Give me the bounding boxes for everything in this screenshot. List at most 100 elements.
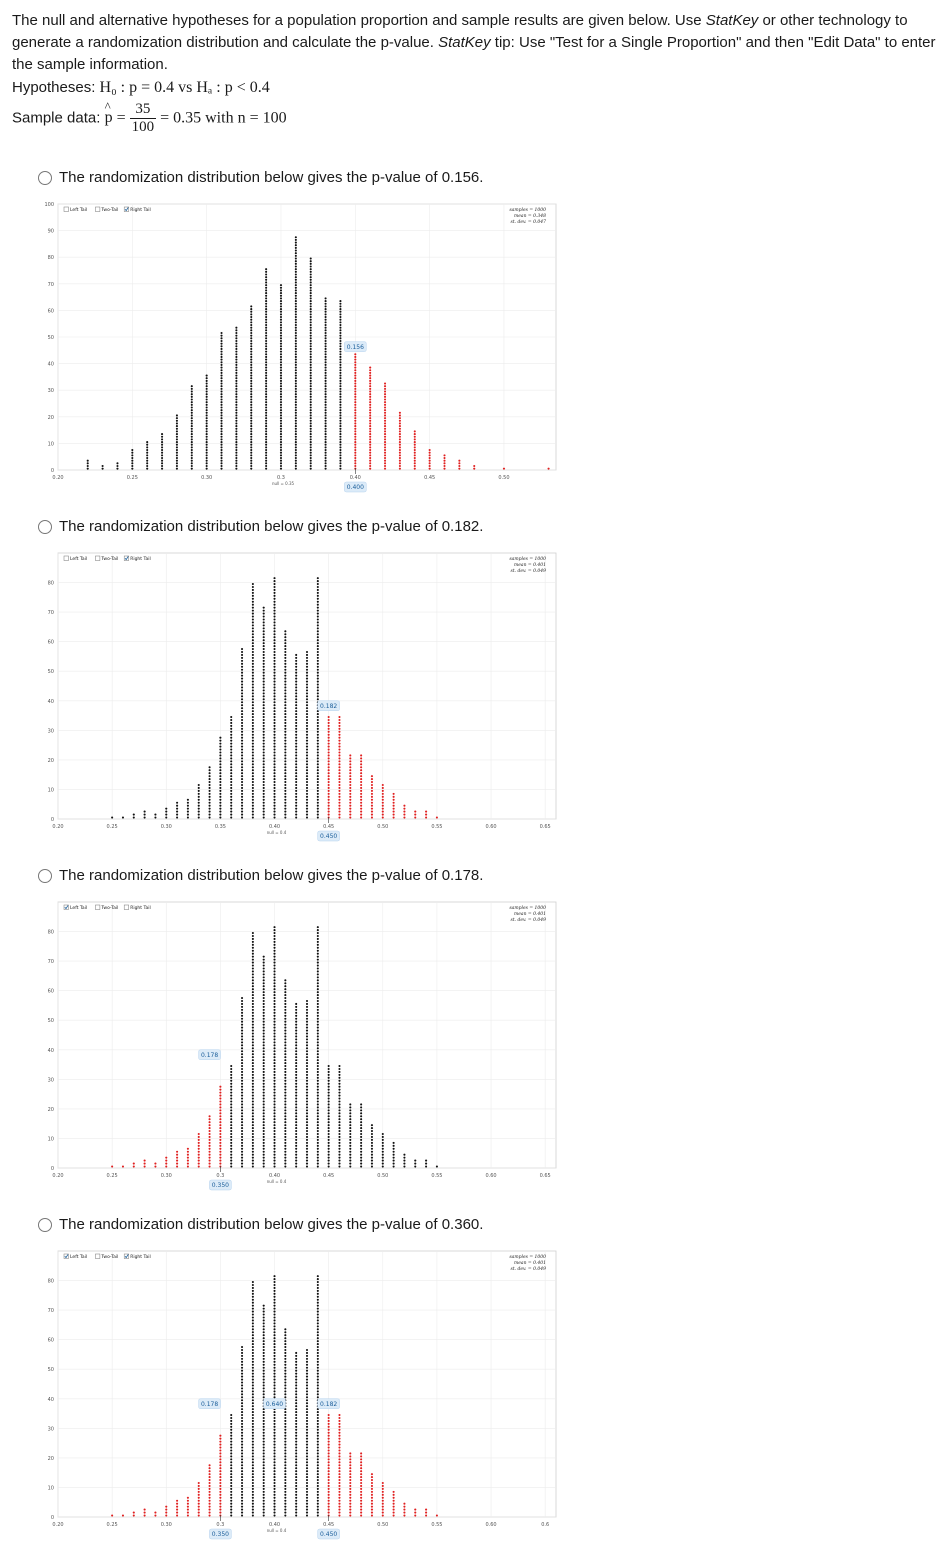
dot — [230, 1452, 233, 1455]
tail-dot — [369, 387, 372, 390]
right-tail-checkbox[interactable] — [123, 206, 129, 212]
dot — [251, 1100, 254, 1103]
left-tail-checkbox[interactable] — [63, 206, 69, 212]
left-tail-checkbox[interactable] — [63, 555, 69, 561]
dot — [339, 398, 342, 401]
dot — [381, 1162, 384, 1165]
tail-dot — [327, 736, 330, 739]
dot — [190, 449, 193, 452]
dot — [295, 1366, 298, 1369]
dot — [295, 1023, 298, 1026]
option-2[interactable]: The randomization distribution below giv… — [38, 518, 483, 535]
option-4-label: The randomization distribution below giv… — [59, 1216, 484, 1233]
dot — [273, 1446, 276, 1449]
tail-dot — [338, 745, 341, 748]
dot — [265, 292, 268, 295]
tail-dot — [197, 1138, 200, 1141]
dot — [240, 1413, 244, 1417]
dot — [251, 1050, 254, 1053]
dot — [230, 1481, 233, 1485]
dot — [273, 1366, 276, 1369]
dot — [349, 1150, 352, 1153]
dot — [360, 1153, 363, 1156]
dot — [161, 433, 164, 436]
dot — [324, 449, 327, 452]
tail-dot — [197, 1511, 200, 1514]
axis-value-box — [317, 830, 340, 842]
dot — [240, 783, 244, 787]
tail-dot — [354, 454, 357, 457]
dot — [316, 792, 319, 795]
dot — [240, 1481, 244, 1485]
left-tail-checkbox[interactable] — [63, 904, 69, 910]
dot — [230, 1425, 233, 1428]
tail-dot — [154, 1165, 157, 1168]
dot — [208, 816, 211, 819]
dot — [230, 1476, 233, 1479]
tail-dot — [121, 1165, 125, 1168]
dot — [324, 366, 327, 369]
dot — [262, 982, 265, 985]
samples-stat: samples = 1000 — [509, 1254, 546, 1260]
x-tick-label: 0.3 — [277, 475, 285, 481]
tail-dot — [354, 449, 357, 452]
dot — [273, 1328, 276, 1331]
dot — [360, 1112, 363, 1115]
radio-option-2[interactable] — [38, 519, 52, 534]
dot — [279, 323, 283, 327]
dot — [327, 1132, 330, 1136]
dot — [273, 1153, 276, 1156]
tail-dot — [428, 456, 431, 460]
dot — [273, 730, 276, 733]
option-3[interactable]: The randomization distribution below giv… — [38, 867, 483, 884]
dot — [220, 374, 223, 377]
dot — [230, 1511, 233, 1514]
radio-option-4[interactable] — [38, 1217, 52, 1232]
dot — [205, 419, 208, 422]
right-tail-checkbox[interactable] — [123, 555, 129, 561]
right-tail-checkbox[interactable] — [123, 1253, 129, 1259]
two-tail-checkbox[interactable] — [95, 555, 101, 561]
right-tail-checkbox[interactable] — [123, 904, 129, 910]
dot — [190, 406, 193, 409]
dot — [309, 353, 312, 356]
dot — [251, 662, 254, 665]
dot — [251, 757, 254, 760]
dot — [316, 636, 319, 639]
option-1[interactable]: The randomization distribution below giv… — [38, 169, 483, 186]
tail-dot — [219, 1473, 222, 1476]
dot — [235, 435, 238, 438]
two-tail-checkbox[interactable] — [95, 1253, 101, 1259]
dot — [294, 273, 297, 276]
dot — [279, 451, 283, 454]
radio-option-3[interactable] — [38, 868, 52, 883]
mean-stat: mean = 0.401 — [514, 1260, 546, 1266]
dot — [273, 1053, 276, 1056]
dot — [251, 1419, 254, 1422]
tail-dot — [349, 1487, 352, 1490]
dot — [284, 656, 287, 659]
tail-dot — [360, 781, 363, 784]
dot — [309, 294, 312, 297]
dot — [305, 1159, 309, 1162]
left-tail-checkbox[interactable] — [63, 1253, 69, 1259]
dot — [305, 1144, 309, 1147]
dot — [327, 1141, 330, 1144]
y-tick-label: 60 — [48, 308, 54, 314]
option-4[interactable]: The randomization distribution below giv… — [38, 1216, 483, 1233]
tail-dot — [403, 1511, 406, 1514]
tail-dot — [349, 786, 352, 790]
dot — [262, 775, 265, 778]
radio-option-1[interactable] — [38, 170, 52, 185]
dot — [324, 390, 327, 393]
tail-dot — [208, 1147, 211, 1150]
dot — [273, 1088, 276, 1091]
two-tail-checkbox[interactable] — [95, 904, 101, 910]
dot — [273, 813, 276, 816]
sd-stat: st. dev. = 0.049 — [511, 1266, 547, 1272]
dot — [230, 804, 233, 807]
dot — [230, 810, 233, 813]
y-tick-label: 70 — [48, 610, 54, 616]
two-tail-checkbox[interactable] — [95, 206, 101, 212]
x-tick-label: 0.40 — [350, 475, 361, 481]
